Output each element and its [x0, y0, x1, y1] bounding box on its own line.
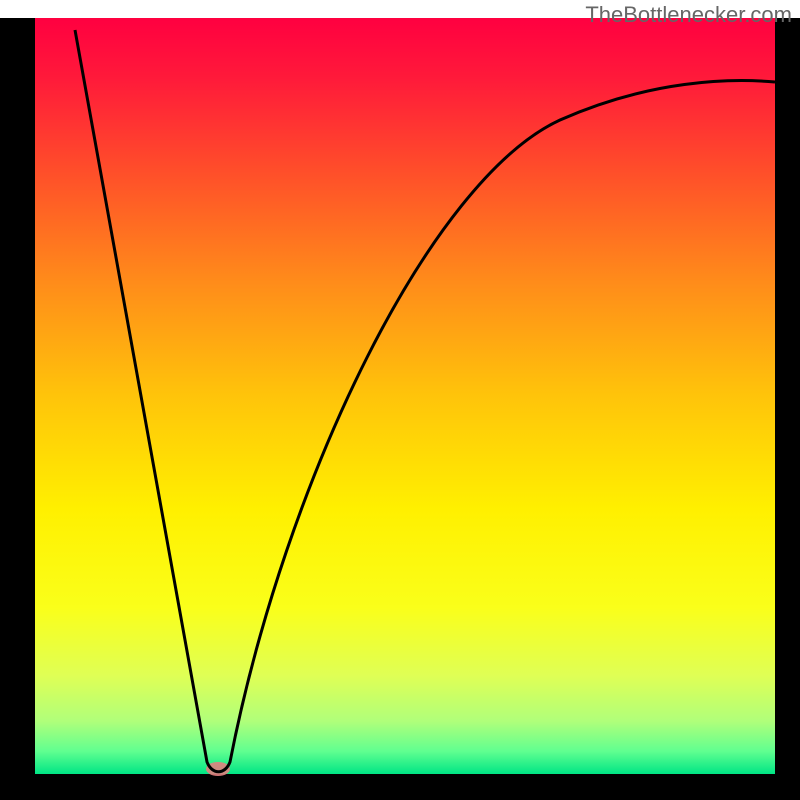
gradient-fill — [35, 18, 775, 774]
bottleneck-chart: TheBottlenecker.com — [0, 0, 800, 800]
chart-svg — [0, 0, 800, 800]
watermark-text: TheBottlenecker.com — [585, 2, 792, 28]
